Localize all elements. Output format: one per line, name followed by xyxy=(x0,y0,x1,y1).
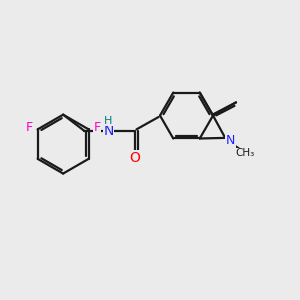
Text: F: F xyxy=(26,121,33,134)
Text: F: F xyxy=(93,121,100,134)
Text: N: N xyxy=(103,124,114,138)
Text: N: N xyxy=(226,134,235,147)
Text: CH₃: CH₃ xyxy=(235,148,255,158)
Text: O: O xyxy=(130,151,140,165)
Text: H: H xyxy=(104,116,112,126)
